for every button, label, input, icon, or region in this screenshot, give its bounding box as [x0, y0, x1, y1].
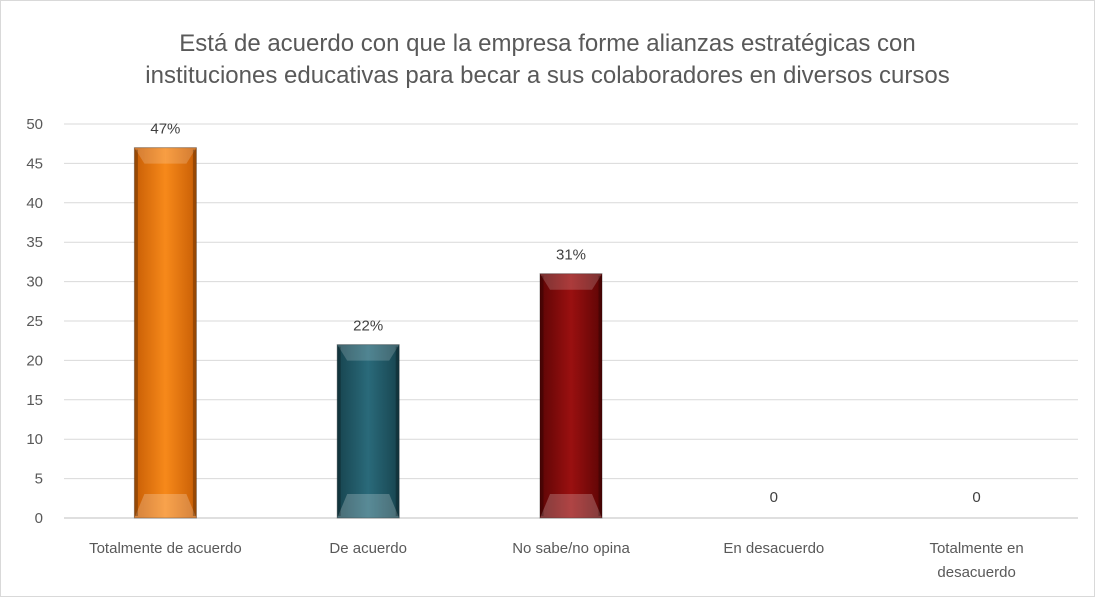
bar-bevel-bottom [540, 494, 602, 518]
bar-bevel-bottom [337, 494, 400, 518]
data-label: 22% [353, 318, 383, 335]
y-tick-label: 5 [35, 471, 43, 488]
data-label: 0 [770, 489, 778, 506]
bar [539, 273, 603, 519]
bar-bevel-bottom [134, 494, 197, 518]
y-tick-label: 30 [26, 274, 43, 291]
bar [336, 344, 400, 519]
chart-title: Está de acuerdo con que la empresa forme… [0, 28, 1095, 92]
data-label: 47% [150, 121, 180, 138]
y-tick-label: 50 [26, 116, 43, 133]
x-tick-label: No sabe/no opina [512, 540, 630, 557]
x-tick-label: De acuerdo [329, 540, 407, 557]
y-tick-label: 45 [26, 155, 43, 172]
y-tick-label: 25 [26, 313, 43, 330]
y-tick-label: 40 [26, 195, 43, 212]
bar-bevel-top [134, 147, 197, 164]
y-tick-label: 20 [26, 352, 43, 369]
bar-bevel-top [337, 344, 400, 361]
y-tick-label: 0 [35, 510, 43, 527]
y-tick-label: 10 [26, 431, 43, 448]
bar-body [539, 273, 603, 519]
x-tick-label: Totalmente de acuerdo [89, 540, 242, 557]
bar-body [336, 344, 400, 519]
chart-title-line-1: Está de acuerdo con que la empresa forme… [179, 30, 916, 57]
data-label: 31% [556, 247, 586, 264]
x-tick-label: desacuerdo [937, 564, 1015, 581]
bar-bevel-top [540, 273, 602, 290]
chart-title-line-2: instituciones educativas para becar a su… [145, 62, 950, 89]
data-label: 0 [972, 489, 980, 506]
y-tick-label: 15 [26, 392, 43, 409]
x-tick-label: Totalmente en [929, 540, 1023, 557]
bar [133, 147, 197, 519]
x-tick-label: En desacuerdo [723, 540, 824, 557]
y-tick-label: 35 [26, 234, 43, 251]
bar-body [133, 147, 197, 519]
